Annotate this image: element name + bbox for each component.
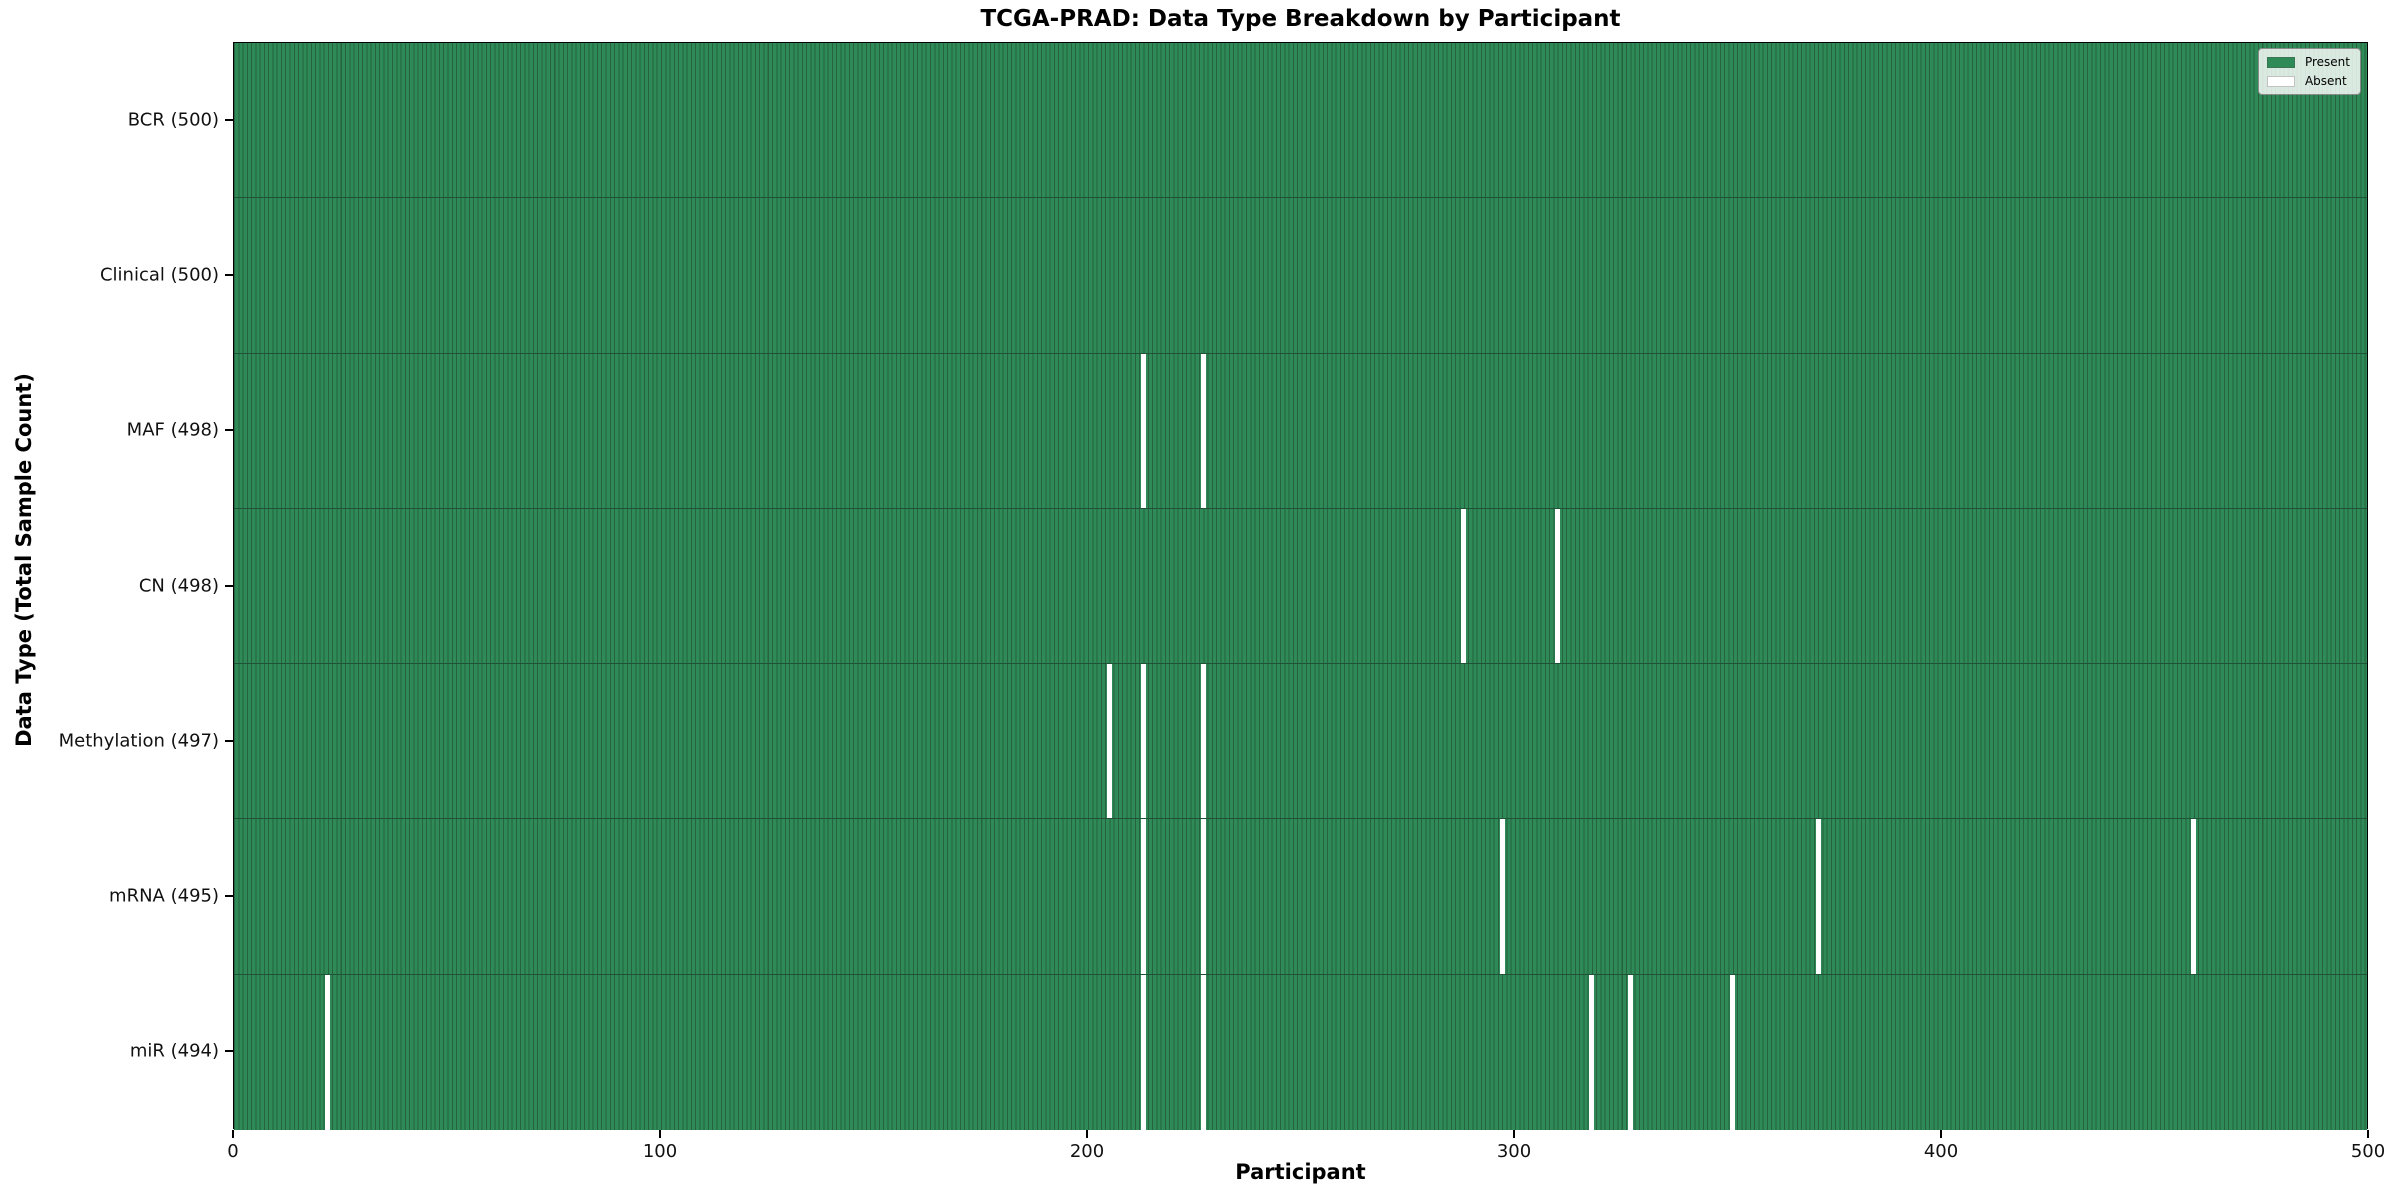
presence-matrix bbox=[234, 43, 2367, 1130]
absent-gap-mRNA-213 bbox=[1141, 819, 1146, 975]
y-tick-mark bbox=[225, 895, 233, 898]
absent-gap-Methylation-205 bbox=[1106, 664, 1112, 820]
absent-gap-miR-351 bbox=[1730, 974, 1736, 1130]
absent-gap-mRNA-227 bbox=[1200, 819, 1206, 975]
x-tick-mark-400 bbox=[1940, 1130, 1942, 1138]
legend-item-absent: Absent bbox=[2266, 74, 2350, 88]
row-divider bbox=[234, 818, 2367, 820]
x-tick-label-200: 200 bbox=[1069, 1141, 1105, 1162]
absent-gap-mRNA-371 bbox=[1815, 819, 1821, 975]
row-CN bbox=[234, 508, 2367, 665]
row-BCR bbox=[234, 43, 2367, 199]
row-divider bbox=[234, 973, 2367, 975]
absent-gap-Methylation-227 bbox=[1200, 664, 1206, 820]
legend-label: Present bbox=[2304, 55, 2350, 69]
y-tick-mark bbox=[225, 118, 233, 121]
x-axis-label: Participant bbox=[1235, 1160, 1366, 1184]
legend-swatch-present bbox=[2266, 56, 2295, 68]
y-tick-mark bbox=[225, 584, 233, 587]
legend-swatch-absent bbox=[2266, 75, 2295, 87]
x-tick-label-100: 100 bbox=[642, 1141, 678, 1162]
row-divider bbox=[234, 507, 2367, 509]
absent-gap-miR-22 bbox=[325, 974, 331, 1130]
chart-title: TCGA-PRAD: Data Type Breakdown by Partic… bbox=[980, 6, 1621, 32]
x-tick-mark-100 bbox=[659, 1130, 661, 1138]
row-mRNA bbox=[234, 819, 2367, 975]
x-tick-mark-300 bbox=[1513, 1130, 1515, 1138]
row-miR bbox=[234, 974, 2367, 1130]
y-tick-label-MAF: MAF (498) bbox=[126, 419, 219, 441]
y-tick-label-BCR: BCR (500) bbox=[127, 109, 219, 131]
legend-label: Absent bbox=[2304, 74, 2347, 88]
plot-area: Present Absent bbox=[233, 42, 2368, 1130]
y-tick-label-CN: CN (498) bbox=[138, 575, 219, 596]
absent-gap-MAF-227 bbox=[1200, 353, 1206, 509]
y-tick-mark bbox=[225, 273, 233, 276]
absent-gap-CN-288 bbox=[1461, 508, 1467, 665]
x-tick-mark-0 bbox=[232, 1130, 234, 1138]
x-tick-label-400: 400 bbox=[1923, 1141, 1959, 1162]
x-tick-mark-200 bbox=[1086, 1130, 1088, 1138]
y-tick-mark bbox=[225, 739, 233, 742]
legend: Present Absent bbox=[2257, 48, 2361, 95]
y-tick-label-Clinical: Clinical (500) bbox=[99, 264, 219, 286]
y-tick-label-mRNA: mRNA (495) bbox=[109, 885, 219, 907]
legend-item-present: Present bbox=[2266, 55, 2350, 69]
row-Clinical bbox=[234, 198, 2367, 354]
absent-gap-mRNA-459 bbox=[2191, 819, 2197, 975]
absent-gap-miR-227 bbox=[1200, 974, 1206, 1130]
absent-gap-miR-213 bbox=[1141, 974, 1146, 1130]
y-tick-label-Methylation: Methylation (497) bbox=[58, 730, 219, 752]
row-divider bbox=[234, 663, 2367, 665]
x-tick-label-300: 300 bbox=[1496, 1141, 1532, 1162]
y-tick-label-miR: miR (494) bbox=[129, 1040, 219, 1062]
absent-gap-MAF-213 bbox=[1141, 353, 1146, 509]
y-axis-label: Data Type (Total Sample Count) bbox=[12, 373, 36, 747]
row-MAF bbox=[234, 353, 2367, 509]
absent-gap-CN-310 bbox=[1555, 508, 1561, 665]
absent-gap-miR-327 bbox=[1627, 974, 1633, 1130]
x-tick-label-500: 500 bbox=[2350, 1141, 2386, 1162]
absent-gap-mRNA-297 bbox=[1499, 819, 1505, 975]
row-Methylation bbox=[234, 664, 2367, 820]
row-divider bbox=[234, 352, 2367, 354]
absent-gap-Methylation-213 bbox=[1141, 664, 1146, 820]
y-tick-mark bbox=[225, 429, 233, 432]
x-tick-mark-500 bbox=[2367, 1130, 2369, 1138]
absent-gap-miR-318 bbox=[1589, 974, 1595, 1130]
x-tick-label-0: 0 bbox=[227, 1141, 239, 1162]
y-tick-mark bbox=[225, 1050, 233, 1053]
row-divider bbox=[234, 197, 2367, 199]
